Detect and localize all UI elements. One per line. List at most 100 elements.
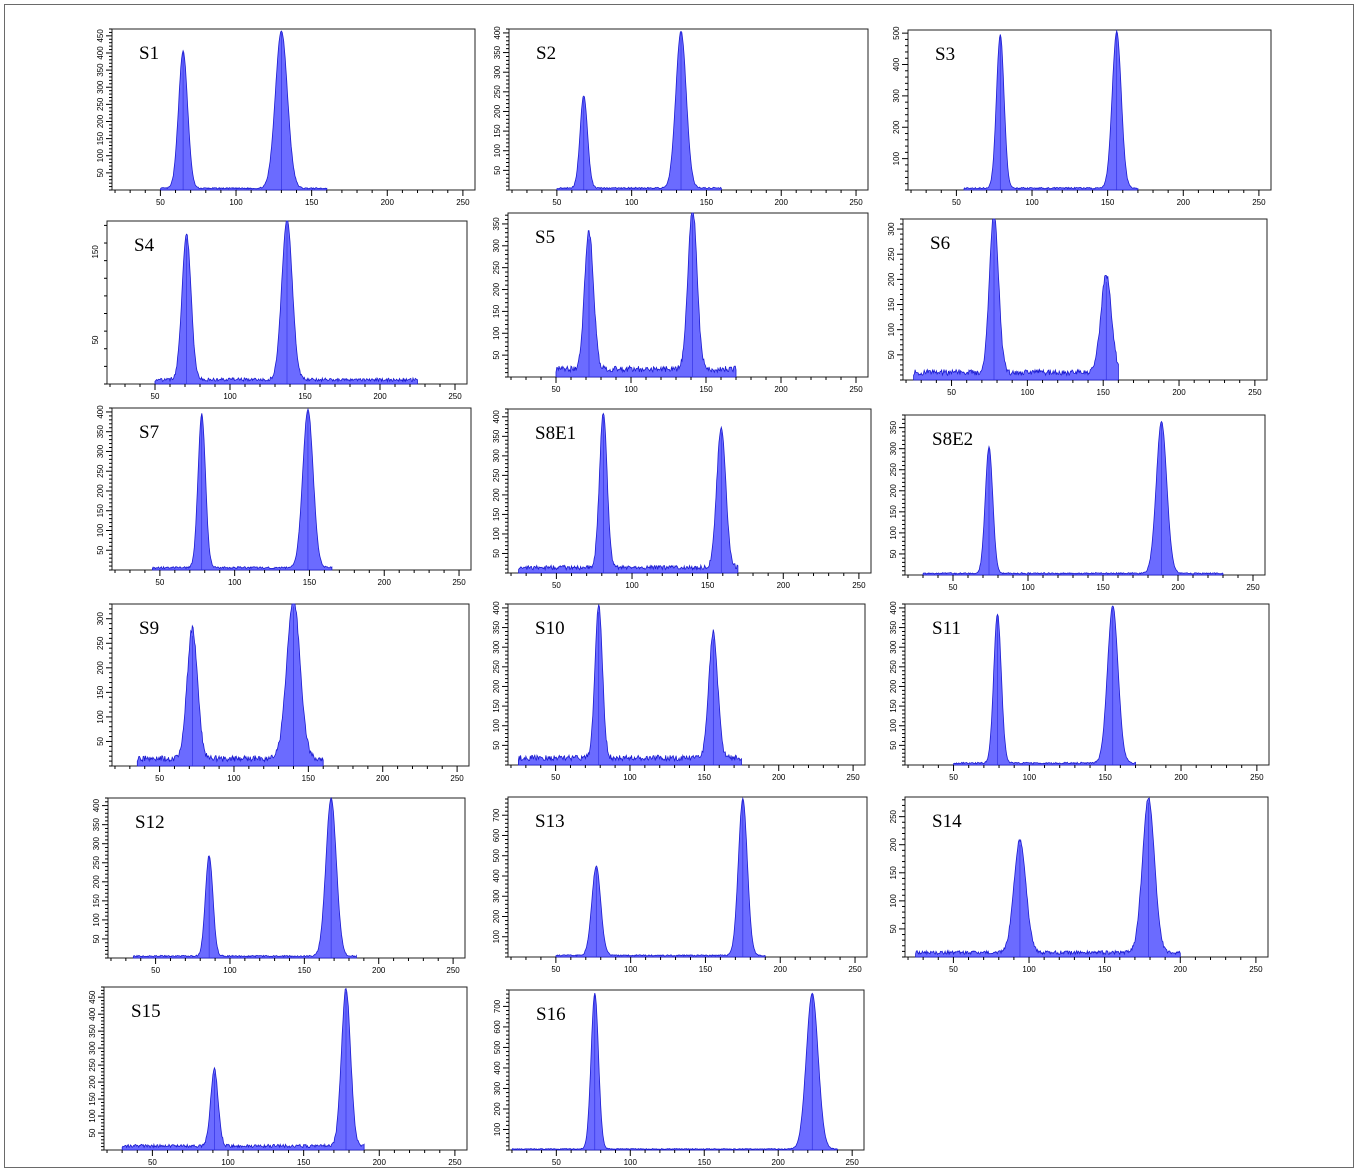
y-tick-label: 350 [493,45,502,59]
histogram-panel-s1: 50 100 150 200 250 50 100 150 200 250 300 350 400 450… [96,28,476,207]
y-tick-label: 300 [493,1081,502,1095]
y-tick-label: 300 [493,65,502,79]
x-tick-label: 200 [373,1158,387,1167]
x-tick-label: 200 [775,198,789,207]
panel-title: S16 [536,1004,566,1025]
x-tick-label: 100 [1021,583,1035,592]
y-tick-label: 250 [492,260,501,274]
histogram-area [121,987,365,1151]
y-tick-label: 200 [889,838,898,852]
y-tick-label: 50 [96,545,105,554]
y-tick-label: 150 [96,685,105,699]
x-tick-label: 150 [1101,198,1115,207]
y-tick-label: 150 [96,504,105,518]
x-tick-label: 200 [1172,388,1186,397]
x-tick-label: 250 [1248,388,1262,397]
y-tick-label: 100 [887,322,896,336]
y-tick-label: 100 [493,1122,502,1136]
y-tick-label: 150 [889,866,898,880]
y-tick-label: 100 [889,894,898,908]
x-tick-label: 250 [852,581,866,590]
y-tick-label: 200 [889,679,898,693]
x-tick-label: 50 [148,1158,157,1167]
histogram-panel-s13: 50 100 150 200 250 100 200 300 400 500 600 700 S13 [492,796,868,974]
x-tick-label: 250 [448,1158,462,1167]
y-tick-label: 200 [493,104,502,118]
histogram-area [132,796,357,959]
y-tick-label: 600 [493,1020,502,1034]
x-tick-label: 100 [624,1158,638,1167]
panel-title: S7 [139,422,159,443]
y-tick-label: 50 [492,350,501,359]
x-tick-label: 250 [446,966,460,975]
x-tick-label: 50 [151,966,160,975]
y-tick-label: 200 [492,488,501,502]
histogram-panel-s7: 50 100 150 200 250 50 100 150 200 250 300 350 400 S7 [96,405,472,587]
x-tick-label: 150 [700,198,714,207]
histogram-area [963,29,1139,191]
y-tick-label: 350 [88,1024,97,1038]
y-tick-label: 400 [492,601,501,615]
x-tick-label: 50 [155,774,164,783]
x-tick-label: 150 [1096,583,1110,592]
x-tick-label: 200 [777,581,791,590]
y-tick-label: 150 [493,124,502,138]
y-tick-label: 300 [96,80,105,94]
histogram-panel-s6: 50 100 150 200 250 50 100 150 200 250 300 S6 [887,218,1268,397]
y-tick-label: 100 [88,1109,97,1123]
x-tick-label: 150 [305,198,319,207]
y-tick-label: 50 [889,924,898,933]
y-tick-label: 300 [887,222,896,236]
x-tick-label: 50 [552,385,561,394]
y-tick-label: 400 [96,405,105,419]
histogram-area [953,605,1136,766]
y-tick-label: 50 [889,549,898,558]
y-tick-label: 100 [493,144,502,158]
histogram-area [511,992,838,1151]
histogram-area [922,420,1224,576]
histogram-area [154,220,418,385]
x-tick-label: 250 [1250,773,1264,782]
x-tick-label: 50 [552,581,561,590]
x-tick-label: 100 [625,198,639,207]
x-tick-label: 50 [949,965,958,974]
y-tick-label: 50 [492,548,501,557]
y-tick-label: 250 [889,809,898,823]
y-tick-label: 200 [492,909,501,923]
y-tick-label: 300 [96,444,105,458]
histogram-panel-s3: 50 100 150 200 250 100 200 300 400 500 S3 [892,26,1272,207]
y-tick-label: 350 [492,620,501,634]
x-tick-label: 150 [699,965,713,974]
y-tick-label: 450 [88,990,97,1004]
y-tick-label: 600 [492,828,501,842]
y-tick-label: 100 [889,719,898,733]
panel-title: S3 [935,44,955,65]
x-tick-label: 200 [774,385,788,394]
x-tick-label: 200 [772,1158,786,1167]
y-tick-label: 50 [96,736,105,745]
y-tick-label: 100 [492,719,501,733]
histogram-panel-s10: 50 100 150 200 250 50 100 150 200 250 300 350 400 S10 [492,601,866,782]
x-tick-label: 50 [947,388,956,397]
y-tick-label: 250 [88,1058,97,1072]
panel-title: S12 [135,812,165,833]
x-tick-label: 200 [1174,773,1188,782]
plot-frame [904,603,1270,766]
x-tick-label: 150 [302,774,316,783]
y-tick-label: 150 [88,1092,97,1106]
y-tick-label: 250 [492,660,501,674]
y-tick-label: 100 [889,526,898,540]
plot-frame [111,28,476,191]
panel-title: S13 [535,811,565,832]
y-tick-label: 350 [492,217,501,231]
y-tick-label: 200 [96,661,105,675]
y-tick-label: 100 [492,326,501,340]
panel-title: S15 [131,1001,161,1022]
x-tick-label: 250 [452,578,466,587]
y-tick-label: 350 [889,620,898,634]
x-tick-label: 200 [1174,965,1188,974]
x-tick-label: 250 [849,385,863,394]
y-tick-label: 150 [96,131,105,145]
panel-title: S8E1 [535,423,576,444]
y-tick-label: 50 [96,168,105,177]
